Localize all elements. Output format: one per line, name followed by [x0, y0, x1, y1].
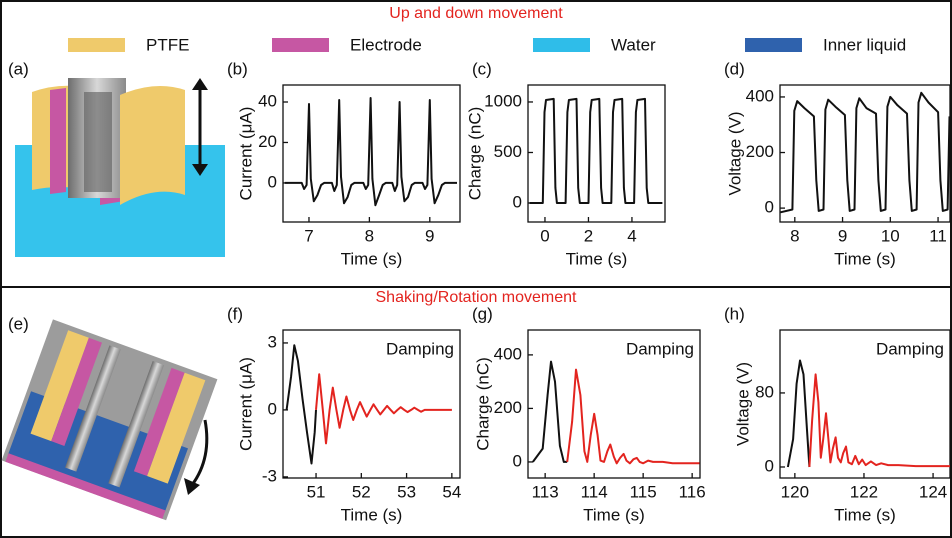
plot-frame [779, 84, 951, 223]
y-tick-label: 1000 [484, 91, 522, 110]
y-tick-label: 40 [258, 91, 277, 110]
y-tick-label: 500 [494, 142, 522, 161]
data-line [786, 359, 811, 468]
x-axis-label: Time (s) [341, 249, 403, 268]
chart: 0 20 40 7 8 9 Time (s) Current (μA) (b) [227, 59, 461, 268]
annotation: Damping [386, 339, 454, 358]
chart: -3 0 3 51 52 53 54 Time (s) Current (μA) (f) Dampi… [227, 304, 461, 524]
y-axis-label: Current (μA) [236, 357, 255, 451]
y-axis-label: Charge (nC) [473, 357, 492, 451]
y-tick-label: 0 [268, 172, 277, 191]
x-tick-label: 116 [679, 482, 706, 501]
x-axis-label: Time (s) [834, 249, 896, 268]
plot-frame [527, 84, 666, 223]
y-tick-label: 0 [765, 456, 774, 475]
x-tick-label: 4 [627, 226, 636, 245]
x-tick-label: 115 [630, 482, 657, 501]
chart: 0 200 400 8 9 10 11 Time (s) Voltage (V) (d) [724, 59, 951, 268]
y-axis-label: Current (μA) [236, 107, 255, 201]
legend-label: Electrode [350, 35, 422, 54]
y-tick-label: 0 [513, 192, 522, 211]
illustration-a: (a) [8, 59, 225, 257]
x-tick-label: 114 [581, 482, 608, 501]
y-tick-label: 0 [513, 451, 522, 470]
chart: 0 200 400 113 114 115 116 Time (s) Charge (nC) (g… [472, 304, 706, 524]
x-tick-label: 122 [850, 482, 878, 501]
panel-label: (b) [227, 59, 248, 78]
section-title: Up and down movement [389, 5, 563, 22]
x-tick-label: 9 [425, 226, 434, 245]
panel-label: (f) [227, 304, 243, 323]
chart: 0 500 1000 0 2 4 Time (s) Charge (nC) (c) [465, 59, 666, 268]
x-axis-label: Time (s) [341, 505, 403, 524]
y-axis-label: Voltage (V) [733, 362, 752, 446]
plot-frame [282, 84, 461, 223]
y-tick-label: 20 [258, 132, 277, 151]
data-line [284, 97, 457, 207]
chart: 0 80 120 122 124 Time (s) Voltage (V) (h) Dampin… [724, 304, 951, 524]
x-tick-label: 51 [307, 482, 326, 501]
x-tick-label: 2 [584, 226, 593, 245]
plot-frame [282, 329, 461, 479]
section-title: Shaking/Rotation movement [376, 289, 578, 306]
data-line [808, 373, 950, 468]
y-tick-label: -3 [262, 466, 277, 485]
plot-frame [779, 329, 951, 479]
data-line [285, 344, 317, 465]
y-tick-label: 80 [755, 382, 774, 401]
legend-label: Water [611, 35, 656, 54]
legend-label: PTFE [146, 35, 189, 54]
x-tick-label: 120 [781, 482, 809, 501]
legend-swatch [745, 38, 802, 52]
y-tick-label: 0 [765, 198, 774, 217]
panel-label: (g) [472, 304, 493, 323]
x-axis-label: Time (s) [583, 505, 645, 524]
x-tick-label: 9 [838, 226, 847, 245]
x-tick-label: 8 [790, 226, 799, 245]
panel-label: (d) [724, 59, 745, 78]
x-tick-label: 7 [304, 226, 313, 245]
plot-frame [527, 329, 701, 479]
y-axis-label: Charge (nC) [465, 107, 484, 201]
x-tick-label: 113 [532, 482, 559, 501]
data-line [532, 360, 568, 463]
panel-label: (h) [724, 304, 745, 323]
legend-label: Inner liquid [823, 35, 906, 54]
annotation: Damping [876, 339, 944, 358]
data-line [529, 97, 663, 204]
data-line [780, 91, 950, 214]
x-axis-label: Time (s) [566, 249, 628, 268]
y-tick-label: 400 [746, 86, 774, 105]
x-tick-label: 124 [919, 482, 947, 501]
legend-swatch [533, 38, 590, 52]
x-tick-label: 52 [352, 482, 371, 501]
illustration-e: (e) [1, 314, 218, 521]
x-tick-label: 0 [540, 226, 549, 245]
legend: PTFE Electrode Water Inner liquid [68, 35, 906, 54]
legend-swatch [272, 38, 329, 52]
panel-label: (a) [8, 59, 29, 78]
panel-label: (e) [8, 314, 29, 333]
data-line [315, 373, 452, 445]
y-tick-label: 3 [268, 332, 277, 351]
x-tick-label: 53 [397, 482, 416, 501]
x-tick-label: 11 [929, 226, 947, 245]
panel-label: (c) [472, 59, 492, 78]
y-tick-label: 400 [494, 344, 522, 363]
x-tick-label: 8 [365, 226, 374, 245]
x-tick-label: 10 [881, 226, 900, 245]
y-tick-label: 200 [494, 398, 522, 417]
y-tick-label: 0 [268, 399, 277, 418]
data-line [566, 368, 700, 465]
annotation: Damping [626, 339, 694, 358]
x-tick-label: 54 [442, 482, 461, 501]
y-axis-label: Voltage (V) [725, 111, 744, 195]
x-axis-label: Time (s) [834, 505, 896, 524]
y-tick-label: 200 [746, 142, 774, 161]
legend-swatch [68, 38, 125, 52]
